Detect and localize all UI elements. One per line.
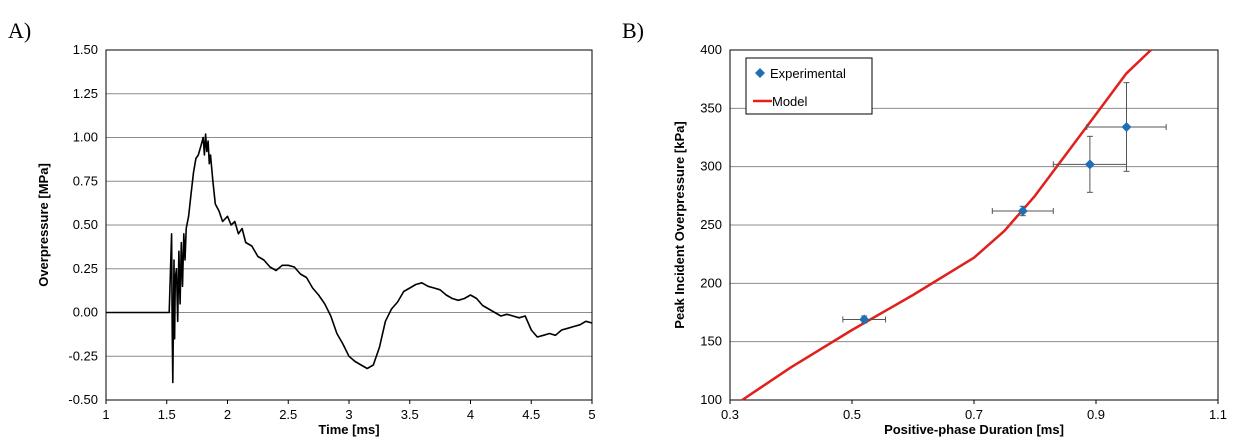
y-tick-label: 0.50 <box>73 217 98 232</box>
y-tick-label: 0.00 <box>73 305 98 320</box>
y-tick-label: 100 <box>700 392 722 407</box>
y-tick-label: 150 <box>700 334 722 349</box>
x-tick-label: 0.3 <box>721 407 739 422</box>
chart-a-overpressure: -0.50 -0.25 0.00 0.25 0.50 0.75 1.00 1.25 1.50 1 1… <box>36 42 596 437</box>
y-tick-label: -0.25 <box>68 348 98 363</box>
y-tick-label: 1.00 <box>73 130 98 145</box>
experimental-point <box>1084 159 1095 170</box>
legend-marker-experimental <box>755 68 765 78</box>
legend-label-experimental: Experimental <box>770 66 846 81</box>
x-tick-label: 3 <box>345 407 352 422</box>
x-tick-label: 5 <box>588 407 595 422</box>
legend-box <box>745 57 873 115</box>
y-tick-label: 250 <box>700 217 722 232</box>
x-tick-label: 0.7 <box>965 407 983 422</box>
x-tick-label: 0.9 <box>1087 407 1105 422</box>
x-tick-label: 2 <box>224 407 231 422</box>
model-line <box>741 49 1152 402</box>
panel-b-label: B) <box>622 18 644 43</box>
y-tick-label: 0.75 <box>73 173 98 188</box>
legend-label-model: Model <box>772 94 808 109</box>
y-tick-label: 0.25 <box>73 261 98 276</box>
experimental-point <box>1017 206 1028 216</box>
x-tick-label: 1 <box>102 407 109 422</box>
panel-a-label: A) <box>8 18 31 43</box>
x-axis-title: Positive-phase Duration [ms] <box>884 422 1064 437</box>
y-tick-label: 200 <box>700 275 722 290</box>
y-axis-title: Overpressure [MPa] <box>36 163 51 287</box>
legend: Experimental Model <box>745 57 873 115</box>
x-tick-label: 4.5 <box>522 407 540 422</box>
experimental-point <box>859 314 870 325</box>
y-tick-label: 1.50 <box>73 42 98 57</box>
x-tick-label: 1.1 <box>1209 407 1227 422</box>
x-axis-title: Time [ms] <box>318 422 379 437</box>
y-axis-title: Peak Incident Overpressure [kPa] <box>672 121 687 328</box>
overpressure-trace <box>106 133 593 384</box>
y-tick-label: -0.50 <box>68 392 98 407</box>
y-tick-label: 400 <box>700 42 722 57</box>
y-tick-label: 300 <box>700 159 722 174</box>
chart-b-peak-vs-duration: 100 150 200 250 300 350 400 0.3 0.5 0.7 0.9 1.1 Posi… <box>672 42 1227 437</box>
x-tick-label: 4 <box>467 407 474 422</box>
x-tick-label: 3.5 <box>401 407 419 422</box>
plot-frame <box>105 49 593 401</box>
x-tick-label: 0.5 <box>843 407 861 422</box>
x-tick-label: 2.5 <box>279 407 297 422</box>
x-tick-label: 1.5 <box>158 407 176 422</box>
experimental-point <box>1121 122 1132 132</box>
plot-frame <box>729 49 1219 401</box>
y-tick-label: 1.25 <box>73 86 98 101</box>
y-tick-label: 350 <box>700 100 722 115</box>
